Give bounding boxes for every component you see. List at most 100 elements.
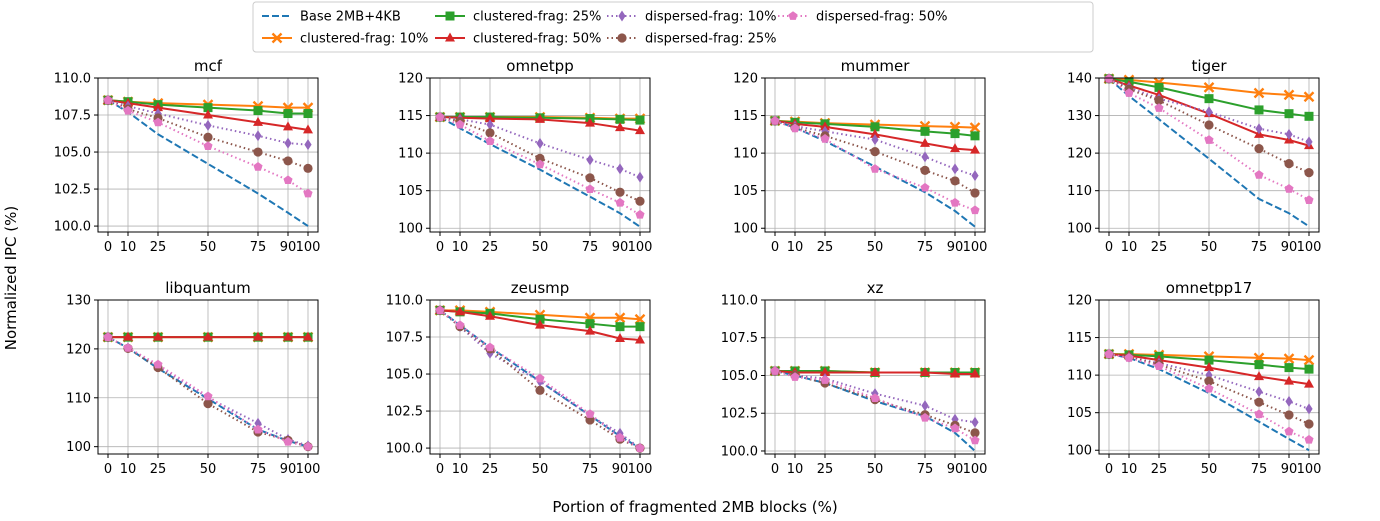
y-tick-label: 107.5 — [54, 109, 91, 124]
data-point — [1204, 376, 1214, 386]
x-axis-label: Portion of fragmented 2MB blocks (%) — [552, 498, 837, 516]
data-point — [1254, 409, 1264, 419]
x-tick-label: 75 — [917, 462, 934, 477]
data-point — [1284, 375, 1294, 385]
y-tick-label: 105 — [733, 184, 758, 199]
legend-frame — [252, 1, 1094, 53]
data-point — [455, 306, 465, 316]
subplot-xz: 0 10 25 50 75 90 100 100.0 102.5 105.0 107.5 110.0 x… — [721, 279, 988, 477]
data-point — [1124, 353, 1134, 362]
y-axis-label: Normalized IPC (%) — [2, 206, 20, 351]
data-point — [485, 128, 495, 138]
data-point — [950, 423, 960, 433]
series-dispersed-frag-50- — [1104, 73, 1314, 204]
data-point — [820, 134, 830, 143]
data-point — [1205, 106, 1213, 118]
data-point — [1254, 397, 1264, 407]
x-tick-label: 90 — [1281, 462, 1298, 477]
y-tick-label: 110 — [66, 391, 91, 406]
data-point — [1285, 395, 1293, 407]
data-point — [1154, 361, 1164, 370]
y-tick-label: 105.0 — [721, 369, 758, 384]
x-tick-label: 50 — [532, 240, 549, 255]
y-tick-label: 110 — [733, 147, 758, 162]
data-point — [950, 129, 960, 139]
data-point — [870, 366, 880, 376]
y-tick-label: 105.0 — [54, 146, 91, 161]
data-point — [950, 197, 960, 207]
data-point — [1204, 94, 1214, 104]
x-tick-label: 90 — [947, 240, 964, 255]
y-tick-label: 102.5 — [386, 405, 423, 420]
data-point — [1254, 144, 1264, 154]
data-point — [1304, 434, 1314, 444]
data-point — [970, 144, 980, 154]
data-point — [1304, 195, 1314, 204]
data-point — [1305, 403, 1313, 415]
data-point — [585, 173, 595, 183]
y-tick-label: 120 — [1067, 294, 1092, 309]
x-tick-label: 10 — [452, 462, 469, 477]
data-point — [435, 305, 445, 315]
x-tick-label: 25 — [817, 462, 834, 477]
data-point — [1283, 89, 1295, 101]
x-tick-label: 75 — [250, 462, 267, 477]
x-tick-label: 25 — [1151, 462, 1168, 477]
data-point — [920, 412, 930, 422]
x-tick-label: 100 — [1297, 240, 1322, 255]
data-point — [969, 122, 981, 133]
data-point — [820, 375, 830, 384]
subplots: 0 10 25 50 75 90 100100.0102.5105.0107.5110.0m… — [54, 57, 1322, 477]
data-point — [970, 428, 980, 438]
y-tick-label: 110 — [1067, 369, 1092, 384]
y-tick-label: 105.0 — [386, 368, 423, 383]
legend-label: Base 2MB+4KB — [300, 10, 401, 25]
x-tick-label: 25 — [817, 240, 834, 255]
data-point — [585, 184, 595, 194]
x-tick-label: 90 — [612, 240, 629, 255]
x-tick-label: 50 — [200, 462, 217, 477]
data-point — [586, 154, 594, 166]
x-tick-label: 100 — [296, 462, 321, 477]
data-point — [1304, 364, 1314, 374]
data-point — [203, 109, 213, 119]
data-point — [1304, 168, 1314, 178]
data-point — [970, 131, 980, 141]
series-dispersed-frag-50- — [770, 366, 980, 445]
data-point — [153, 117, 163, 127]
y-tick-label: 100 — [398, 222, 423, 237]
data-point — [485, 342, 495, 352]
data-point — [283, 331, 293, 341]
data-point — [253, 147, 263, 157]
data-point — [485, 310, 495, 320]
subplot-title: xz — [867, 279, 884, 297]
data-point — [1255, 123, 1263, 135]
data-point — [485, 113, 495, 123]
data-point — [635, 334, 645, 344]
x-tick-label: 100 — [963, 462, 988, 477]
data-point — [615, 333, 625, 342]
data-point — [535, 153, 545, 163]
data-point — [616, 163, 624, 175]
x-tick-label: 0 — [1105, 462, 1113, 477]
data-point — [455, 320, 465, 330]
data-point — [585, 325, 595, 335]
data-point — [971, 170, 979, 182]
legend-label: dispersed-frag: 50% — [816, 10, 948, 25]
x-tick-label: 25 — [1151, 240, 1168, 255]
data-point — [283, 175, 293, 185]
x-tick-label: 90 — [280, 462, 297, 477]
x-tick-label: 50 — [1201, 240, 1218, 255]
data-point — [820, 121, 830, 131]
data-point — [971, 416, 979, 428]
data-point — [283, 109, 293, 119]
data-point — [970, 435, 980, 445]
y-tick-label: 110.0 — [54, 72, 91, 87]
x-tick-label: 90 — [947, 462, 964, 477]
data-point — [535, 113, 545, 123]
legend-entry: clustered-frag: 25% — [435, 10, 601, 25]
data-point — [284, 137, 292, 149]
data-point — [536, 137, 544, 149]
data-point — [486, 119, 494, 131]
data-point — [636, 171, 644, 183]
